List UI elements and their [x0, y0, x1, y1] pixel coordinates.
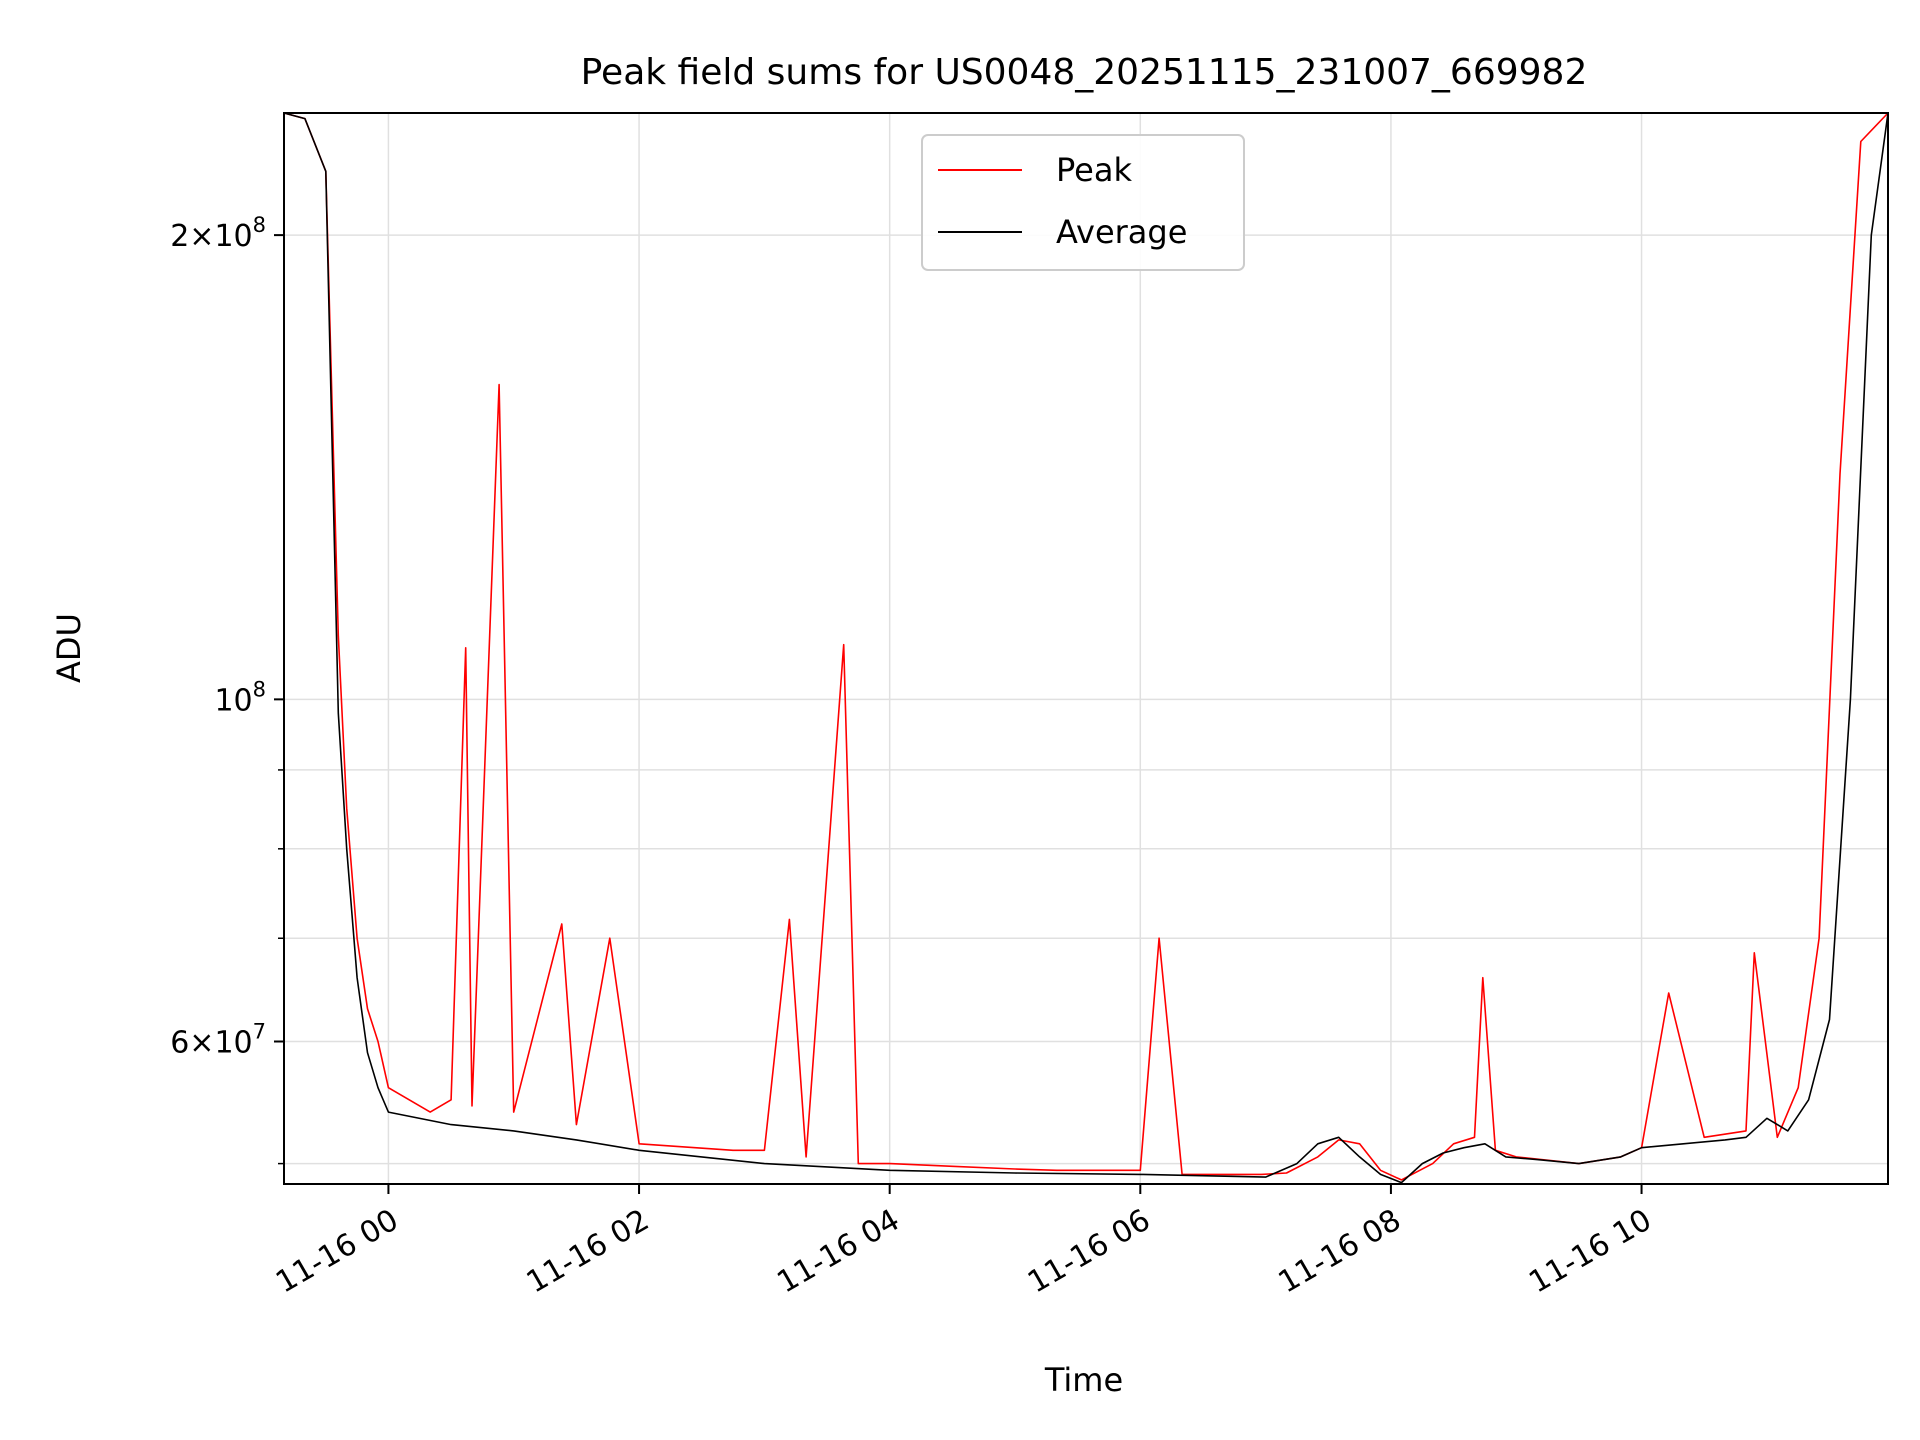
legend-box	[921, 134, 1245, 271]
series-line-peak	[283, 112, 1889, 1181]
series-layer	[283, 112, 1889, 1184]
y-axis-label: ADU	[50, 613, 88, 683]
series-line-average	[283, 112, 1889, 1184]
legend-label-peak: Peak	[1056, 151, 1132, 189]
grid-lines	[284, 113, 1888, 1184]
legend: Peak Average	[921, 134, 1245, 271]
plot-frame	[283, 112, 1889, 1185]
legend-label-average: Average	[1056, 213, 1187, 251]
y-tick-label: 108	[214, 677, 266, 718]
chart-title: Peak field sums for US0048_20251115_2310…	[581, 52, 1588, 93]
x-axis-label: Time	[1044, 1361, 1123, 1399]
y-tick-label: 6×107	[170, 1019, 266, 1060]
y-tick-label: 2×108	[170, 213, 266, 254]
